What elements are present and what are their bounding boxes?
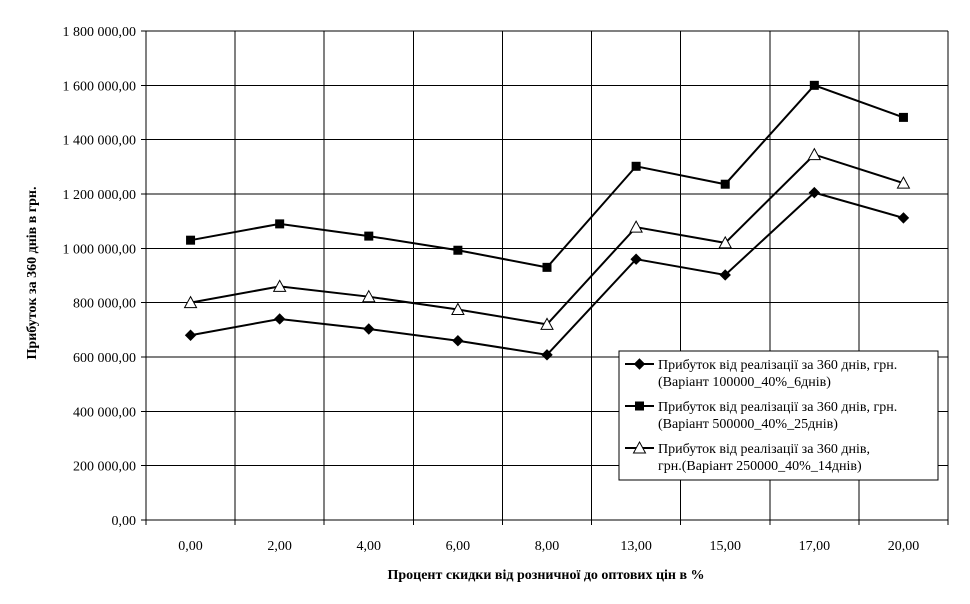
data-point-triangle (451, 302, 465, 315)
legend-entry: Прибуток від реалізації за 360 днів, грн… (625, 400, 897, 432)
data-point-triangle (183, 295, 198, 309)
data-point-diamond (808, 186, 821, 199)
x-tick-label: 0,00 (178, 539, 203, 554)
y-tick-label: 1 400 000,00 (63, 134, 137, 149)
legend-label: Прибуток від реалізації за 360 днів, (658, 442, 870, 457)
data-point-triangle (896, 176, 911, 189)
data-point-square (631, 161, 641, 171)
y-tick-label: 1 800 000,00 (63, 25, 137, 40)
y-tick-label: 0,00 (112, 514, 137, 529)
legend-marker-triangle (632, 440, 647, 454)
data-point-diamond (630, 253, 642, 265)
data-point-diamond (719, 269, 731, 281)
data-point-square (542, 262, 552, 272)
data-point-square (275, 219, 285, 229)
y-tick-label: 1 200 000,00 (63, 188, 137, 203)
x-tick-label: 2,00 (267, 539, 292, 554)
data-point-triangle (361, 289, 376, 303)
y-tick-label: 1 000 000,00 (63, 242, 137, 257)
y-tick-label: 200 000,00 (73, 460, 136, 475)
series-diamond (184, 186, 910, 361)
y-tick-label: 600 000,00 (73, 351, 136, 366)
data-point-triangle (629, 220, 643, 233)
series-line (190, 153, 904, 326)
x-tick-label: 13,00 (620, 539, 652, 554)
data-point-diamond (273, 313, 286, 325)
x-tick-label: 15,00 (709, 539, 741, 554)
axes (141, 30, 949, 525)
legend-entry: Прибуток від реалізації за 360 днів, грн… (625, 358, 897, 390)
x-tick-label: 4,00 (357, 539, 382, 554)
series-layer (183, 80, 911, 361)
data-point-triangle (718, 235, 733, 249)
series-line (190, 191, 904, 356)
series-triangle (183, 147, 911, 330)
x-axis-title: Процент скидки від розничної до оптових … (387, 568, 704, 583)
data-point-triangle (272, 279, 287, 292)
data-point-diamond (363, 323, 375, 335)
x-tick-label: 8,00 (535, 539, 560, 554)
legend-label: Прибуток від реалізації за 360 днів, грн… (658, 400, 897, 415)
legend-box (618, 350, 939, 481)
legend-label: грн.(Варіант 250000_40%_14днів) (658, 459, 862, 474)
legend-marker-diamond (633, 358, 646, 370)
y-tick-label: 1 600 000,00 (63, 79, 137, 94)
legend-entry: Прибуток від реалізації за 360 днів, грн.… (625, 440, 870, 474)
y-axis-title: Прибуток за 360 днів в грн. (25, 187, 40, 360)
x-tick-label: 6,00 (446, 539, 471, 554)
x-tick-labels: 0,00 2,00 4,00 6,00 8,00 13,00 15,00 17,00 20,00 (178, 539, 919, 554)
series-square (186, 80, 908, 272)
data-point-triangle (807, 147, 822, 161)
x-tick-label: 20,00 (888, 539, 920, 554)
series-line (190, 84, 904, 269)
data-point-square (364, 231, 374, 241)
legend-label: (Варіант 500000_40%_25днів) (658, 417, 838, 432)
data-point-diamond (184, 329, 197, 341)
legend: Прибуток від реалізації за 360 днів, грн… (618, 350, 939, 481)
data-point-square (898, 112, 908, 122)
legend-marker-square (635, 401, 644, 411)
data-point-square (186, 235, 196, 245)
legend-label: (Варіант 100000_40%_6днів) (658, 375, 831, 390)
data-point-square (453, 245, 463, 255)
x-tick-label: 17,00 (799, 539, 831, 554)
data-point-triangle (540, 317, 554, 330)
y-tick-label: 800 000,00 (73, 297, 136, 312)
legend-label: Прибуток від реалізації за 360 днів, грн… (658, 358, 897, 373)
data-point-square (809, 80, 819, 90)
data-point-diamond (541, 349, 553, 361)
y-tick-labels: 0,00 200 000,00 400 000,00 600 000,00 800 00… (63, 25, 137, 529)
data-point-diamond (897, 212, 910, 224)
data-point-square (720, 179, 730, 189)
y-tick-label: 400 000,00 (73, 405, 136, 420)
data-point-diamond (452, 334, 464, 347)
